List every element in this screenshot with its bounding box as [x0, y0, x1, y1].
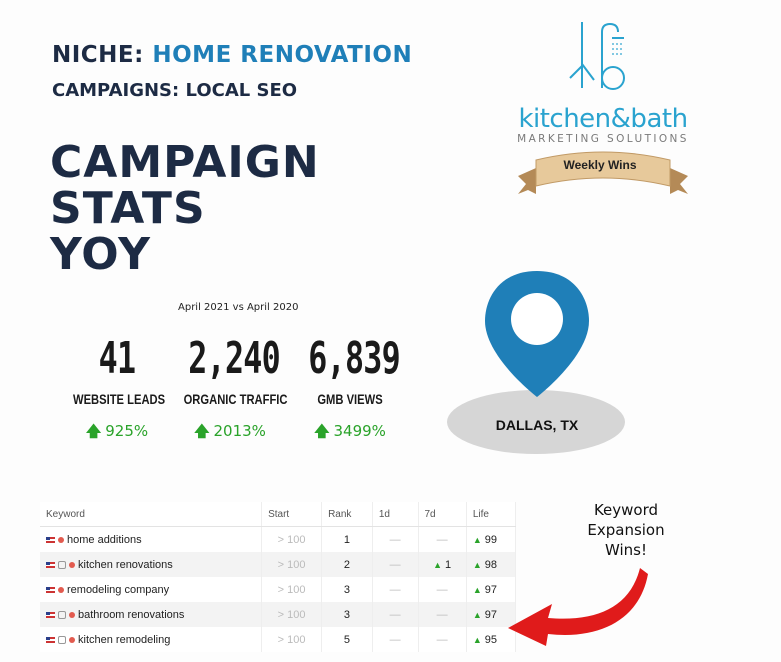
d1-cell: — — [372, 602, 419, 627]
link-icon — [58, 610, 66, 619]
stat-organic-traffic: 2,240 ORGANIC TRAFFIC 🡅 2013% — [172, 333, 288, 446]
col-1d[interactable]: 1d — [372, 502, 419, 527]
life-cell: ▲ 97 — [466, 602, 517, 627]
location-icon — [69, 561, 75, 568]
us-flag-icon — [46, 611, 55, 618]
stat-number: 6,839 — [308, 333, 401, 384]
start-cell: > 100 — [261, 526, 323, 552]
stat-label: GMB VIEWS — [317, 391, 383, 407]
d1-cell: — — [372, 577, 419, 602]
up-arrow-icon: ▲ — [472, 534, 482, 545]
niche-heading: NICHE: HOME RENOVATION — [52, 42, 412, 68]
d7-cell: — — [418, 526, 467, 552]
table-row: bathroom renovations > 100 3 — — ▲ 97 — [40, 602, 517, 627]
niche-prefix: NICHE: — [52, 42, 144, 68]
d7-cell: — — [418, 577, 467, 602]
rank-cell: 5 — [321, 627, 373, 652]
up-arrow-icon: 🡅 — [194, 422, 210, 440]
page-title: CAMPAIGN STATS YOY — [50, 140, 320, 278]
d1-cell: — — [372, 552, 419, 577]
keyword-rankings-table: Keyword Start Rank 1d 7d Life home addit… — [40, 502, 517, 652]
keyword-cell[interactable]: bathroom renovations — [40, 602, 263, 627]
col-rank[interactable]: Rank — [321, 502, 373, 527]
link-icon — [58, 560, 66, 569]
stat-change: 🡅 2013% — [172, 421, 288, 446]
location-icon — [69, 611, 75, 618]
stat-change: 🡅 3499% — [292, 421, 408, 446]
kb-logo-icon — [518, 22, 688, 194]
table-row: kitchen renovations > 100 2 — ▲ 1 ▲ 98 — [40, 552, 517, 577]
rank-cell: 3 — [321, 602, 373, 627]
stat-website-leads: 41 WEBSITE LEADS 🡅 925% — [62, 333, 172, 446]
rank-cell: 1 — [321, 526, 373, 552]
life-cell: ▲ 98 — [466, 552, 517, 577]
location-label: DALLAS, TX — [495, 417, 579, 433]
logo-wordmark: kitchen&bath — [518, 104, 688, 134]
up-arrow-icon: ▲ — [472, 584, 482, 595]
curved-arrow-icon — [508, 568, 648, 646]
ribbon-label: Weekly Wins — [563, 158, 637, 172]
col-life[interactable]: Life — [466, 502, 517, 527]
title-line-1: CAMPAIGN — [50, 137, 320, 188]
keyword-cell[interactable]: kitchen remodeling — [40, 627, 263, 652]
up-arrow-icon: ▲ — [472, 609, 482, 620]
stat-label: WEBSITE LEADS — [73, 391, 166, 407]
table-row: remodeling company > 100 3 — — ▲ 97 — [40, 577, 517, 602]
campaigns-heading: CAMPAIGNS: LOCAL SEO — [52, 80, 298, 101]
logo-subtitle: MARKETING SOLUTIONS — [517, 133, 689, 145]
table-header-row: Keyword Start Rank 1d 7d Life — [40, 502, 517, 527]
stat-change: 🡅 925% — [62, 421, 172, 446]
d7-cell: ▲ 1 — [418, 552, 467, 577]
us-flag-icon — [46, 536, 55, 543]
us-flag-icon — [46, 561, 55, 568]
link-icon — [58, 635, 66, 644]
d1-cell: — — [372, 627, 419, 652]
map-pin-icon — [447, 271, 625, 454]
col-keyword[interactable]: Keyword — [40, 502, 263, 527]
up-arrow-icon: ▲ — [433, 559, 443, 570]
life-cell: ▲ 95 — [466, 627, 517, 652]
stat-gmb-views: 6,839 GMB VIEWS 🡅 3499% — [292, 333, 408, 446]
title-line-2: STATS — [50, 183, 206, 234]
col-7d[interactable]: 7d — [418, 502, 467, 527]
keyword-cell[interactable]: kitchen renovations — [40, 552, 263, 577]
d1-cell: — — [372, 526, 419, 552]
life-cell: ▲ 99 — [466, 526, 517, 552]
location-icon — [58, 536, 64, 543]
keyword-cell[interactable]: home additions — [40, 526, 263, 552]
niche-value: HOME RENOVATION — [152, 42, 413, 68]
start-cell: > 100 — [261, 577, 323, 602]
stat-number: 2,240 — [188, 333, 281, 384]
keyword-expansion-callout: Keyword Expansion Wins! — [587, 501, 665, 559]
start-cell: > 100 — [261, 552, 323, 577]
up-arrow-icon: ▲ — [472, 634, 482, 645]
us-flag-icon — [46, 586, 55, 593]
col-start[interactable]: Start — [261, 502, 323, 527]
rank-cell: 2 — [321, 552, 373, 577]
table-row: home additions > 100 1 — — ▲ 99 — [40, 526, 517, 552]
rank-cell: 3 — [321, 577, 373, 602]
up-arrow-icon: 🡅 — [314, 422, 330, 440]
keyword-cell[interactable]: remodeling company — [40, 577, 263, 602]
up-arrow-icon: 🡅 — [85, 422, 102, 440]
life-cell: ▲ 97 — [466, 577, 517, 602]
location-icon — [69, 636, 75, 643]
d7-cell: — — [418, 627, 467, 652]
start-cell: > 100 — [261, 627, 323, 652]
up-arrow-icon: ▲ — [472, 559, 482, 570]
stat-label: ORGANIC TRAFFIC — [183, 391, 288, 407]
table-row: kitchen remodeling > 100 5 — — ▲ 95 — [40, 627, 517, 652]
title-line-3: YOY — [50, 229, 151, 280]
stat-number: 41 — [98, 333, 136, 384]
comparison-period: April 2021 vs April 2020 — [178, 302, 299, 313]
d7-cell: — — [418, 602, 467, 627]
start-cell: > 100 — [261, 602, 323, 627]
location-icon — [58, 586, 64, 593]
us-flag-icon — [46, 636, 55, 643]
